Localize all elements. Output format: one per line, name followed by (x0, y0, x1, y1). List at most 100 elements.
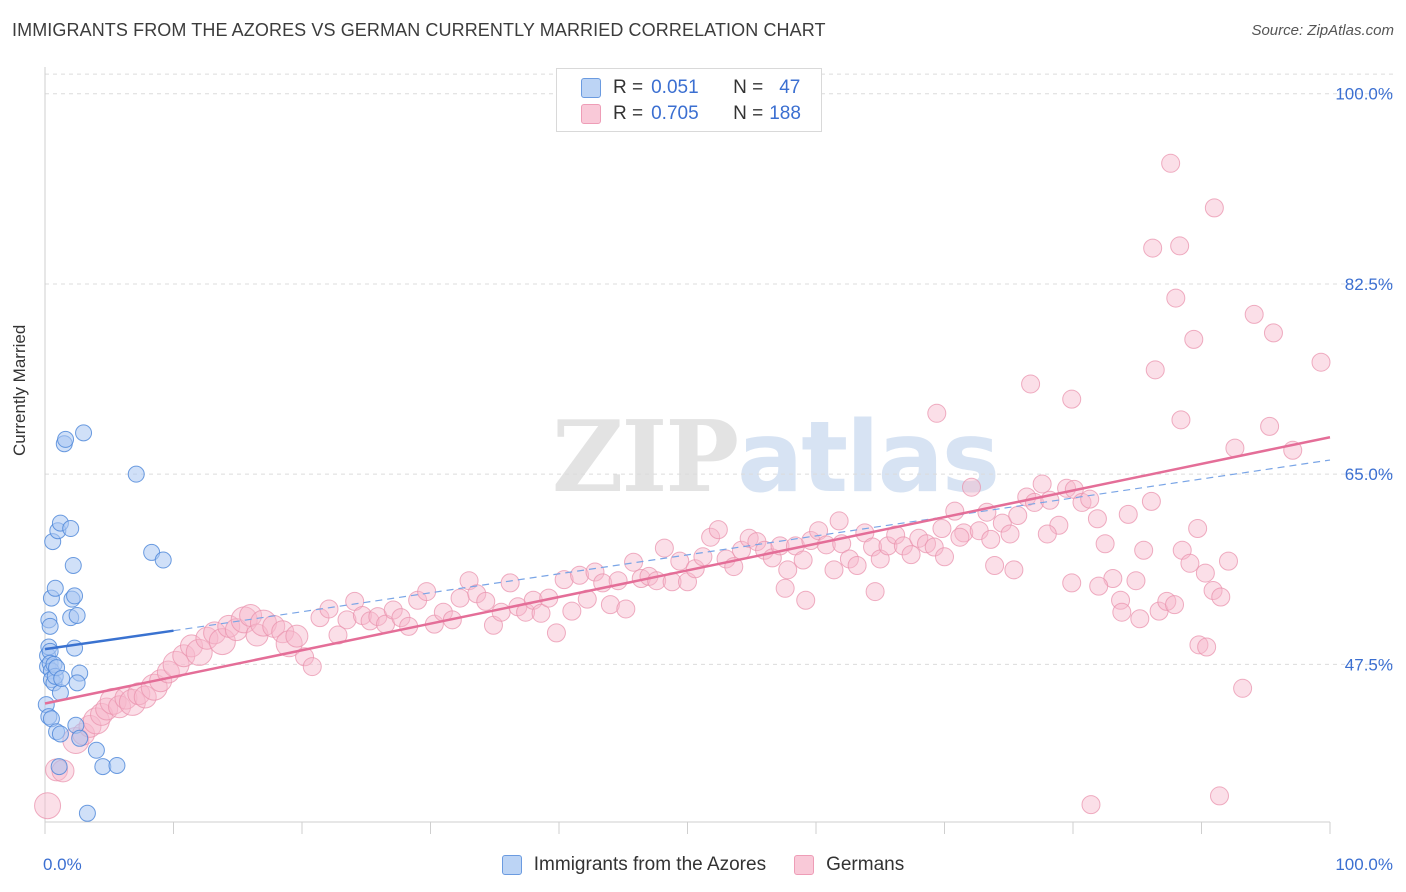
germans-point (531, 603, 551, 623)
legend-r-value: 0.705 (651, 103, 699, 124)
germans-point (34, 792, 62, 820)
germans-point (1204, 198, 1224, 218)
germans-point (847, 555, 867, 575)
germans-point (1000, 524, 1020, 544)
azores-point (75, 424, 93, 442)
germans-point (950, 527, 970, 547)
germans-point (924, 537, 944, 557)
series-legend: Immigrants from the Azores Germans (0, 852, 1406, 878)
germans-point (1089, 576, 1109, 596)
germans-point (302, 657, 322, 677)
legend-item-germans: Germans (794, 854, 904, 876)
germans-point (708, 520, 728, 540)
germans-point (1145, 360, 1165, 380)
germans-point (1189, 635, 1209, 655)
legend-n-value: 47 (779, 77, 801, 98)
legend-n-label: N = (733, 77, 764, 98)
germans-point (839, 549, 859, 569)
germans-point (917, 534, 937, 554)
azores-point (50, 758, 68, 776)
germans-point (796, 590, 816, 610)
germans-point (1311, 352, 1331, 372)
source-note: Source: ZipAtlas.com (1251, 22, 1394, 39)
germans-point (1008, 505, 1028, 525)
germans-point (1118, 504, 1138, 524)
azores-trend-extension (173, 459, 1331, 632)
chart-title: IMMIGRANTS FROM THE AZORES VS GERMAN CUR… (12, 20, 826, 40)
y-tick-label: 65.0% (1345, 465, 1393, 484)
azores-trend-line (44, 629, 174, 651)
germans-point (1143, 238, 1163, 258)
germans-point (295, 647, 315, 667)
germans-point (1134, 540, 1154, 560)
germans-point (961, 477, 981, 497)
germans-point (693, 547, 713, 567)
germans-point (500, 573, 520, 593)
germans-point (600, 595, 620, 615)
legend-swatch-azores (501, 855, 522, 875)
azores-point (53, 670, 71, 688)
germans-point (546, 623, 566, 643)
germans-point (985, 555, 1005, 575)
germans-point (570, 565, 590, 585)
azores-point (57, 430, 75, 448)
azores-point (68, 674, 86, 692)
germans-point (417, 582, 437, 602)
watermark-atlas: atlas (737, 401, 1000, 515)
germans-point (932, 519, 952, 539)
germans-point (1032, 474, 1052, 494)
germans-point (1165, 595, 1185, 615)
watermark: ZIPatlas (552, 400, 1000, 515)
legend-swatch-azores (581, 78, 601, 98)
azores-point (46, 579, 64, 597)
legend-row-azores: R = 0.051 N = 47 (581, 76, 800, 100)
azores-point (66, 587, 84, 605)
germans-point (865, 582, 885, 602)
germans-point (554, 570, 574, 590)
germans-point (1244, 304, 1264, 324)
germans-point (1184, 329, 1204, 349)
legend-row-germans: R = 0.705 N = 188 (581, 102, 801, 126)
legend-swatch-germans (794, 855, 815, 875)
y-tick-label: 82.5% (1345, 275, 1393, 294)
legend-swatch-germans (581, 104, 601, 124)
germans-point (1021, 374, 1041, 394)
germans-point (624, 552, 644, 572)
legend-label-germans: Germans (826, 854, 905, 875)
germans-trend-line (44, 435, 1331, 705)
germans-point (1062, 573, 1082, 593)
germans-point (1062, 389, 1082, 409)
germans-point (1141, 491, 1161, 511)
germans-point (824, 560, 844, 580)
azores-point (64, 556, 82, 574)
germans-point (863, 537, 883, 557)
y-tick-label: 100.0% (1335, 85, 1393, 104)
azores-point (62, 520, 80, 538)
legend-n-label: N = (733, 103, 764, 124)
germans-point (1180, 553, 1200, 573)
watermark-zip: ZIP (552, 400, 739, 515)
germans-point (1126, 571, 1146, 591)
germans-point (701, 527, 721, 547)
germans-point (1037, 524, 1057, 544)
germans-point (616, 599, 636, 619)
germans-point (992, 513, 1012, 533)
germans-point (981, 529, 1001, 549)
germans-point (185, 638, 213, 666)
legend-r-label: R = (613, 77, 644, 98)
azores-point (87, 741, 105, 759)
germans-point (1203, 580, 1223, 600)
legend-item-azores: Immigrants from the Azores (501, 854, 766, 876)
germans-point (901, 545, 921, 565)
germans-point (1130, 609, 1150, 629)
azores-point (51, 725, 69, 743)
germans-point (1211, 587, 1231, 607)
germans-point (654, 538, 674, 558)
germans-point (1166, 288, 1186, 308)
germans-point (1072, 492, 1092, 512)
germans-point (775, 578, 795, 598)
germans-point (1157, 591, 1177, 611)
legend-r-label: R = (613, 103, 644, 124)
germans-point (491, 602, 511, 622)
